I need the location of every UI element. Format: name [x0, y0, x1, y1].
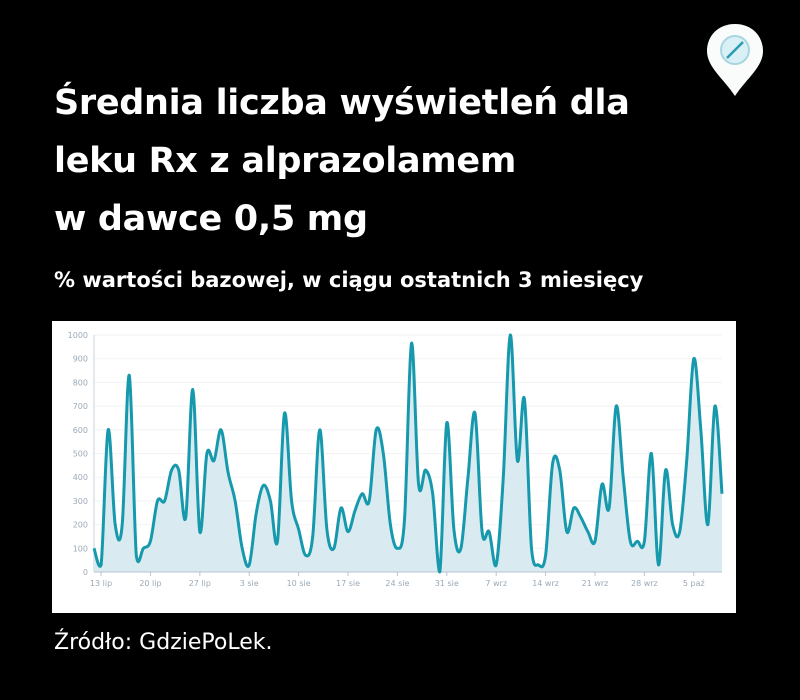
x-tick-label: 31 sie [435, 579, 459, 588]
y-tick-label: 200 [73, 521, 88, 530]
chart-panel: 0 100 200 300 400 500 600 700 800 900 1000 13 lip 20… [52, 321, 736, 613]
y-tick-label: 300 [73, 497, 88, 506]
y-tick-label: 800 [73, 378, 88, 387]
x-tick-label: 21 wrz [582, 579, 609, 588]
logo [703, 20, 767, 104]
x-tick-label: 20 lip [139, 579, 161, 588]
title-line: w dawce 0,5 mg [54, 199, 368, 239]
x-tick-label: 3 sie [240, 579, 259, 588]
y-tick-label: 0 [83, 568, 88, 577]
y-tick-label: 400 [73, 473, 88, 482]
area-chart: 0 100 200 300 400 500 600 700 800 900 1000 13 lip 20… [68, 331, 724, 588]
x-tick-label: 13 lip [90, 579, 112, 588]
y-tick-label: 700 [73, 402, 88, 411]
y-tick-label: 600 [73, 426, 88, 435]
x-tick-label: 5 paź [683, 579, 705, 588]
x-tick-label: 28 wrz [631, 579, 658, 588]
y-tick-label: 100 [73, 544, 88, 553]
series-line [92, 333, 724, 574]
source-note: Źródło: GdziePoLek. [54, 630, 273, 655]
x-tick-label: 17 sie [336, 579, 360, 588]
chart-title: Średnia liczba wyświetleń dla leku Rx z … [54, 74, 630, 248]
title-line: Średnia liczba wyświetleń dla [54, 83, 630, 123]
title-line: leku Rx z alprazolamem [54, 141, 517, 181]
map-pin-pill-icon [707, 24, 763, 96]
chart-subtitle: % wartości bazowej, w ciągu ostatnich 3 … [54, 268, 644, 292]
y-tick-label: 500 [73, 450, 88, 459]
y-tick-label: 1000 [68, 331, 88, 340]
x-tick-label: 14 wrz [532, 579, 559, 588]
x-tick-label: 10 sie [287, 579, 311, 588]
x-tick-label: 27 lip [189, 579, 211, 588]
y-tick-label: 900 [73, 355, 88, 364]
x-tick-label: 7 wrz [485, 579, 507, 588]
x-tick-label: 24 sie [385, 579, 409, 588]
